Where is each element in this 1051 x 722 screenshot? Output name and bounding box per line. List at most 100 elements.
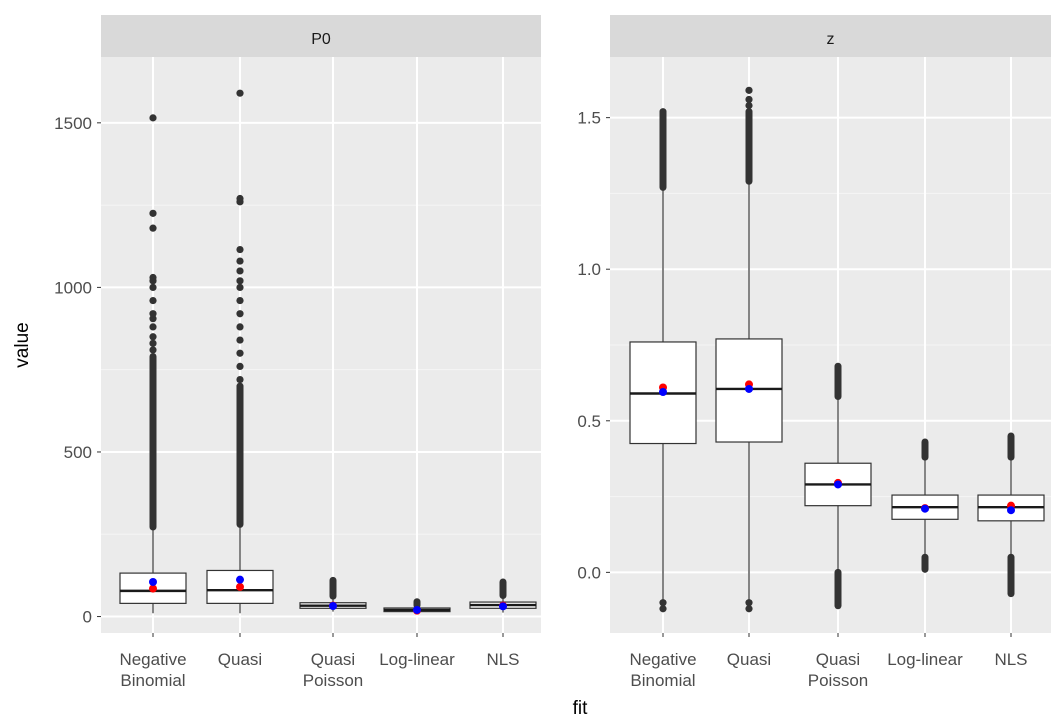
outlier-point (745, 86, 753, 94)
outlier-point (149, 283, 157, 291)
facet-panel-1: z 0.0 0.5 1.0 1.5 Negative Binomial Quasi Quasi P… (577, 15, 1051, 690)
outlier-point (236, 267, 244, 275)
x-tick-label: NLS (994, 650, 1027, 669)
y-tick-label: 0.5 (577, 412, 601, 431)
facet-strip-label: P0 (311, 31, 331, 48)
x-tick-label: Log-linear (887, 650, 963, 669)
blue-point (834, 480, 842, 489)
outlier-point (745, 605, 753, 613)
y-tick-label: 1000 (54, 278, 92, 297)
y-tick-label: 1500 (54, 114, 92, 133)
x-tick-label: Negative (629, 650, 696, 669)
box-0 (629, 108, 697, 613)
outlier-cluster (921, 438, 929, 461)
outlier-cluster (1007, 553, 1015, 598)
x-tick-label: Binomial (120, 671, 185, 690)
outlier-point (149, 224, 157, 232)
outlier-point (149, 114, 157, 122)
outlier-point (745, 101, 753, 110)
x-tick-label: Poisson (808, 671, 868, 690)
x-tick-label: NLS (486, 650, 519, 669)
outlier-point (236, 257, 244, 265)
blue-point (1007, 506, 1015, 515)
outlier-point (236, 296, 244, 305)
red-point (149, 584, 157, 593)
outlier-cluster (329, 576, 337, 600)
outlier-point (236, 336, 244, 344)
outlier-point (745, 599, 753, 607)
outlier-point (236, 323, 244, 331)
facet-panel-0: P0 0 500 1000 1500 Negative Binomial Quasi Quasi… (54, 15, 541, 690)
y-tick-label: 0.0 (577, 563, 601, 582)
y-tick-label: 1.0 (577, 260, 601, 279)
outlier-point (236, 349, 244, 357)
blue-point (149, 577, 157, 586)
outlier-cluster (149, 353, 157, 531)
outlier-point (236, 89, 244, 97)
outlier-point (745, 95, 753, 104)
y-tick-label: 0 (83, 608, 92, 627)
outlier-point (149, 323, 157, 331)
blue-point (499, 602, 507, 611)
outlier-cluster (659, 108, 667, 191)
box-4 (977, 432, 1045, 598)
x-tick-label: Quasi (218, 650, 262, 669)
outlier-point (149, 339, 157, 347)
panel-background (101, 57, 541, 633)
outlier-cluster (413, 598, 421, 609)
facet-strip (610, 15, 1051, 57)
blue-point (329, 602, 337, 611)
outlier-point (149, 315, 157, 323)
outlier-cluster (236, 382, 244, 528)
blue-point (236, 575, 244, 584)
blue-point (659, 387, 667, 396)
red-point (236, 582, 244, 591)
outlier-point (236, 194, 244, 203)
outlier-point (236, 375, 244, 384)
outlier-point (149, 310, 157, 318)
box-1 (206, 89, 274, 614)
blue-point (413, 605, 421, 614)
box-2 (299, 576, 367, 612)
x-tick-label: Quasi (816, 650, 860, 669)
x-axis-title: fit (573, 698, 589, 719)
blue-point (921, 504, 929, 513)
outlier-cluster (921, 553, 929, 573)
box-1 (715, 86, 783, 613)
box-4 (469, 578, 537, 613)
outlier-cluster (834, 362, 842, 401)
x-tick-label: Quasi (727, 650, 771, 669)
y-tick-label: 500 (64, 443, 92, 462)
outlier-point (236, 362, 244, 370)
x-tick-label: Log-linear (379, 650, 455, 669)
outlier-point (659, 599, 667, 607)
box-2 (804, 362, 872, 610)
outlier-point (149, 296, 157, 305)
outlier-point (149, 273, 157, 282)
box-0 (119, 114, 187, 614)
outlier-point (236, 277, 244, 285)
outlier-point (236, 310, 244, 318)
box-3 (383, 598, 451, 615)
box-3 (891, 438, 959, 573)
facet-strip-label: z (827, 31, 835, 48)
x-tick-label: Quasi (311, 650, 355, 669)
outlier-cluster (1007, 432, 1015, 461)
outlier-cluster (745, 108, 753, 185)
x-tick-label: Binomial (630, 671, 695, 690)
x-tick-label: Poisson (303, 671, 363, 690)
outlier-point (236, 283, 244, 291)
outlier-point (149, 333, 157, 341)
outlier-point (149, 209, 157, 217)
outlier-cluster (499, 578, 507, 599)
y-tick-label: 1.5 (577, 109, 601, 128)
outlier-point (659, 605, 667, 613)
outlier-point (149, 346, 157, 354)
outlier-point (236, 245, 244, 254)
facet-strip (101, 15, 541, 57)
y-axis-title: value (12, 322, 33, 367)
blue-point (745, 384, 753, 393)
x-tick-label: Negative (119, 650, 186, 669)
outlier-cluster (834, 568, 842, 610)
